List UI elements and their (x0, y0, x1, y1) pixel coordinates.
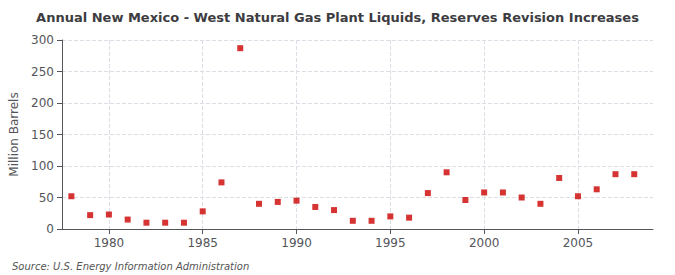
svg-text:300: 300 (31, 33, 54, 47)
svg-text:1980: 1980 (94, 236, 125, 250)
svg-text:50: 50 (39, 191, 54, 205)
svg-text:1985: 1985 (187, 236, 218, 250)
svg-text:2000: 2000 (469, 236, 500, 250)
svg-text:1990: 1990 (281, 236, 312, 250)
svg-text:2005: 2005 (563, 236, 594, 250)
svg-text:Million Barrels: Million Barrels (7, 92, 21, 176)
svg-text:150: 150 (31, 128, 54, 142)
svg-text:100: 100 (31, 159, 54, 173)
svg-text:200: 200 (31, 96, 54, 110)
svg-text:Annual New Mexico - West Natur: Annual New Mexico - West Natural Gas Pla… (36, 10, 639, 25)
svg-text:250: 250 (31, 65, 54, 79)
svg-text:0: 0 (46, 222, 54, 236)
svg-text:Source: U.S. Energy Informatio: Source: U.S. Energy Information Administ… (12, 261, 249, 272)
svg-text:1995: 1995 (375, 236, 406, 250)
